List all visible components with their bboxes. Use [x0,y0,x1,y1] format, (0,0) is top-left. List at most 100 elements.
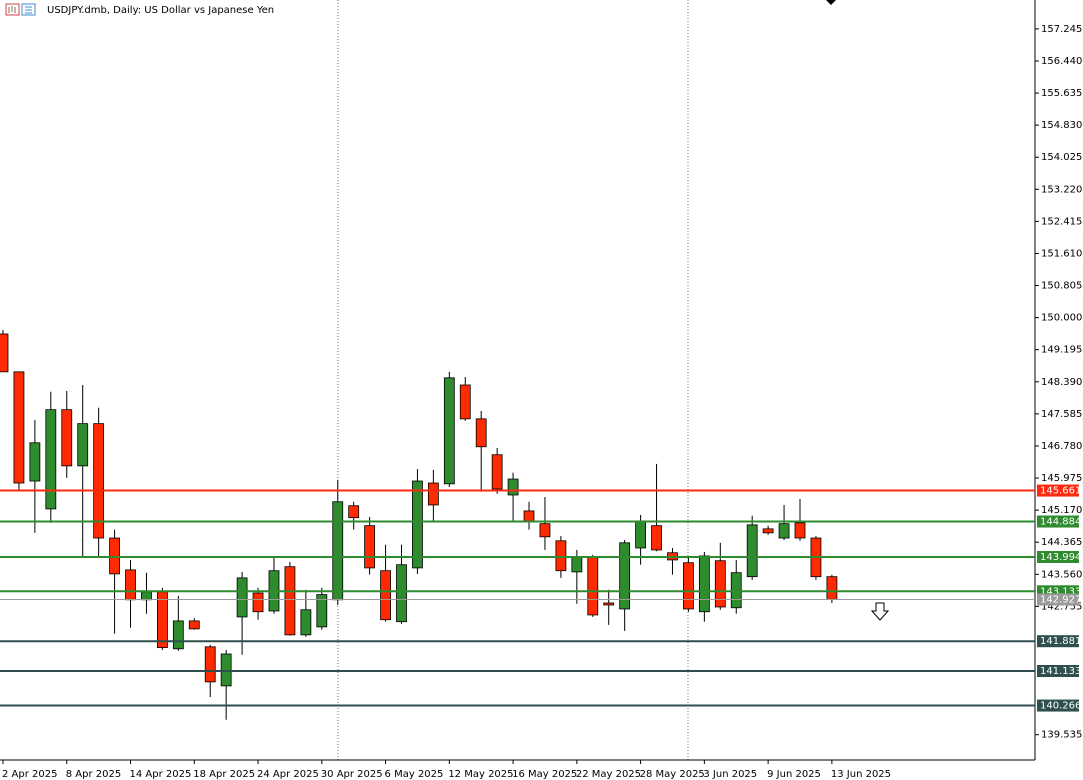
candle-body [635,520,646,549]
x-tick-label: 9 Jun 2025 [767,769,821,780]
level-label-box [1037,635,1079,648]
level-label: 145.661 [1040,486,1081,497]
x-tick-label: 3 Jun 2025 [703,769,757,780]
candle-body [13,371,25,484]
y-tick-label: 145.975 [1041,473,1082,484]
candle-body [396,564,407,623]
candle-body [507,478,519,496]
level-label: 140.266 [1040,701,1081,712]
marker [826,0,836,5]
candle-body [730,572,742,609]
candle-body [539,523,551,538]
candle-body [475,418,487,448]
level-label-box [1037,550,1079,563]
level-label-box [1037,593,1079,606]
y-tick-label: 153.220 [1041,184,1082,195]
y-tick-label: 142.755 [1041,601,1082,612]
candle-body [188,620,200,630]
x-tick-label: 28 May 2025 [640,769,705,780]
candle-body [29,442,41,482]
candle-body [93,423,105,539]
candle-body [45,409,57,510]
y-tick-label: 146.780 [1041,441,1082,452]
candle-body [300,609,312,636]
candle-body [491,454,503,490]
y-tick-label: 154.830 [1041,120,1082,131]
candle-body [651,525,662,551]
candle-body [141,591,152,601]
candle-body [316,594,328,628]
y-tick-label: 155.635 [1041,88,1082,99]
candle-body [364,525,376,569]
sell-arrow [870,602,890,621]
candle-body [603,602,615,606]
y-tick-label: 150.000 [1041,313,1082,324]
candle-body [683,562,694,610]
candle-body [698,555,710,613]
candle-body [587,556,599,616]
candle-body [284,566,296,636]
candle-body [0,333,9,373]
candle-body [778,523,790,539]
x-tick-label: 12 May 2025 [448,769,513,780]
x-tick-label: 24 Apr 2025 [257,769,319,780]
y-tick-label: 144.365 [1041,537,1082,548]
candle-body [571,556,583,573]
x-tick-label: 18 Apr 2025 [193,769,255,780]
candle-body [746,524,758,578]
x-tick-label: 6 May 2025 [385,769,444,780]
x-tick-label: 30 Apr 2025 [321,769,383,780]
y-tick-label: 154.025 [1041,152,1082,163]
y-tick-label: 152.415 [1041,216,1082,227]
level-label: 143.133 [1040,586,1081,597]
y-tick-label: 149.195 [1041,345,1082,356]
candle-body [109,537,120,575]
candle-body [125,569,136,601]
y-tick-label: 157.245 [1041,24,1082,35]
candle-body [794,522,806,539]
x-tick-label: 22 May 2025 [576,769,641,780]
candle-body [172,620,184,650]
candle-body [204,646,216,683]
level-label: 143.994 [1040,552,1081,563]
y-tick-label: 151.610 [1041,248,1082,259]
y-tick-label: 147.585 [1041,409,1082,420]
level-label: 144.884 [1040,517,1081,528]
level-label: 142.927 [1040,595,1081,606]
level-label-box [1037,699,1079,712]
y-tick-label: 150.805 [1041,281,1082,292]
y-tick-label: 148.390 [1041,377,1082,388]
x-tick-label: 14 Apr 2025 [130,769,192,780]
level-label-box [1037,515,1079,528]
level-label-box [1037,484,1079,497]
candle-body [156,591,168,649]
candle-body [348,505,360,519]
candle-body [61,409,73,467]
candle-body [523,510,535,522]
chart-title: USDJPY.dmb, Daily: US Dollar vs Japanese… [47,5,274,16]
level-label: 141.881 [1040,636,1081,647]
candle-body [427,482,439,506]
candle-body [459,384,471,420]
candle-body [252,592,264,613]
candle-body [826,576,838,600]
candle-body [412,480,423,569]
candle-body [332,501,344,601]
x-tick-label: 8 Apr 2025 [66,769,121,780]
x-tick-label: 2 Apr 2025 [2,769,57,780]
candle-body [380,570,391,621]
candle-body [714,560,726,608]
candle-body [619,542,631,610]
candle-body [77,423,89,467]
y-tick-label: 156.440 [1041,56,1082,67]
x-tick-label: 13 Jun 2025 [831,769,891,780]
symbol-icon [5,3,36,16]
candle-body [236,577,248,618]
candle-body [443,377,455,485]
y-tick-label: 139.535 [1041,730,1082,741]
level-label: 141.133 [1040,666,1081,677]
y-tick-label: 145.170 [1041,505,1082,516]
candle-body [220,653,232,687]
y-tick-label: 143.560 [1041,569,1082,580]
